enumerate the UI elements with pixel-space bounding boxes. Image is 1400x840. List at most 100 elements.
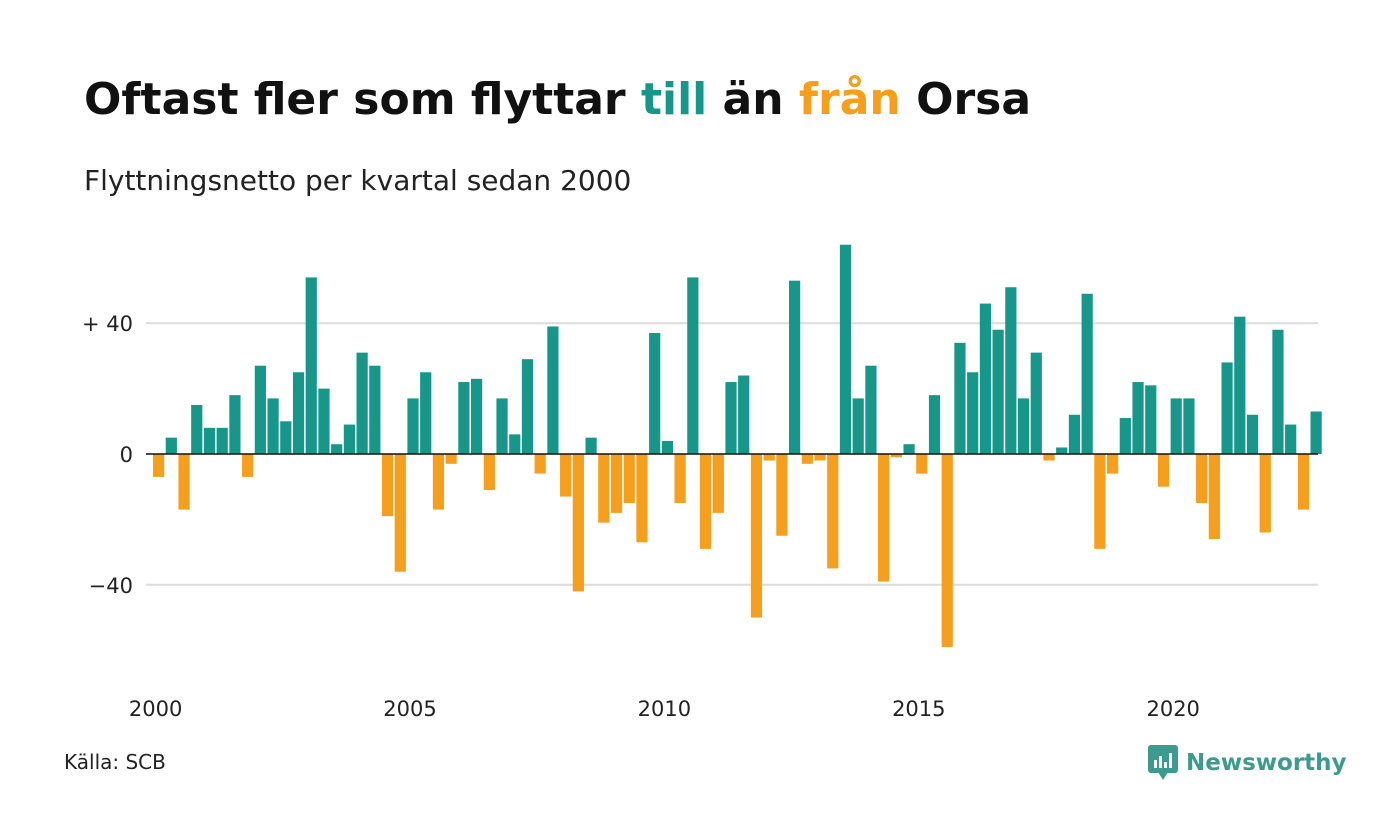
bar-2007-k3: [534, 454, 546, 474]
bar-2016-k1: [967, 372, 979, 454]
bar-2001-k1: [203, 427, 216, 454]
y-tick-label: −40: [89, 574, 133, 598]
title-part-2: än: [707, 74, 799, 125]
bar-2007-k4: [547, 326, 559, 454]
bar-2005-k3: [432, 454, 445, 510]
bar-2017-k2: [1030, 352, 1042, 454]
bar-2020-k1: [1170, 398, 1182, 454]
bar-2012-k3: [789, 280, 801, 454]
bar-2001-k3: [229, 395, 241, 454]
title-highlight-till: till: [640, 74, 708, 125]
bar-2013-k2: [827, 454, 839, 569]
title-part-1: Oftast fler som flyttar: [84, 74, 641, 125]
bar-2017-k3: [1043, 454, 1055, 461]
grid-lines: [146, 322, 1318, 586]
bar-2007-k2: [521, 359, 534, 454]
bar-2014-k2: [878, 454, 890, 582]
source-note: Källa: SCB: [64, 750, 166, 774]
bar-2022-k1: [1272, 329, 1284, 454]
bar-2018-k1: [1068, 414, 1081, 454]
title-highlight-fran: från: [798, 74, 901, 125]
bar-2001-k2: [216, 427, 228, 454]
bar-2008-k1: [560, 454, 572, 497]
y-tick-label: + 40: [82, 312, 133, 336]
bar-2021-k2: [1234, 316, 1246, 454]
x-tick-label: 2000: [129, 697, 182, 721]
bar-2022-k3: [1297, 454, 1309, 510]
bar-2020-k4: [1208, 454, 1220, 540]
axes: + 40 0 −40 2000 2005 2010 2015 2020: [82, 312, 1318, 721]
bar-2001-k4: [242, 454, 254, 477]
bar-2018-k4: [1107, 454, 1119, 474]
x-tick-label: 2020: [1146, 697, 1199, 721]
bar-2006-k2: [471, 378, 483, 454]
bar-2010-k4: [699, 454, 712, 549]
bar-2020-k3: [1196, 454, 1208, 504]
bar-2000-k1: [153, 454, 165, 477]
bar-2011-k2: [725, 382, 737, 454]
bar-2009-k1: [610, 454, 623, 513]
bar-2004-k1: [356, 352, 368, 454]
bar-2018-k3: [1094, 454, 1106, 549]
bar-2021-k3: [1246, 414, 1259, 454]
brand-logo: Newsworthy: [1148, 743, 1347, 783]
bar-2002-k1: [254, 365, 266, 454]
title-part-3: Orsa: [900, 74, 1032, 125]
bar-2010-k3: [687, 277, 699, 454]
bar-2009-k3: [636, 454, 648, 543]
bar-2002-k3: [280, 421, 292, 454]
bar-2020-k2: [1183, 398, 1195, 454]
bar-2017-k4: [1056, 447, 1068, 454]
x-tick-label: 2010: [638, 697, 691, 721]
bar-2022-k4: [1310, 411, 1322, 454]
newsworthy-logo-icon: [1148, 745, 1178, 780]
bar-2019-k1: [1119, 418, 1131, 454]
bar-2015-k2: [928, 395, 941, 454]
x-tick-label: 2005: [383, 697, 436, 721]
bar-2015-k4: [954, 342, 966, 454]
bar-2009-k4: [649, 333, 661, 454]
bar-2000-k3: [178, 454, 190, 510]
bar-2006-k1: [458, 382, 470, 454]
brand-name: Newsworthy: [1186, 750, 1347, 776]
bar-2008-k3: [585, 437, 597, 454]
bar-2006-k3: [483, 454, 495, 490]
bar-2019-k2: [1132, 382, 1144, 454]
bar-2011-k4: [750, 454, 763, 618]
bar-2016-k2: [979, 303, 991, 454]
bar-2008-k2: [572, 454, 584, 592]
bar-2011-k1: [712, 454, 724, 513]
bar-2018-k2: [1081, 293, 1093, 454]
bar-2006-k4: [496, 398, 508, 454]
bar-2017-k1: [1017, 398, 1030, 454]
bar-2005-k1: [407, 398, 419, 454]
bar-2010-k1: [661, 440, 673, 454]
bar-2016-k3: [992, 329, 1004, 454]
bar-2012-k1: [763, 454, 775, 461]
bar-2013-k3: [839, 244, 852, 454]
bar-2009-k2: [623, 454, 635, 504]
bar-2005-k2: [420, 372, 432, 454]
bar-2019-k3: [1145, 385, 1157, 454]
bar-2002-k4: [292, 372, 305, 454]
bar-2019-k4: [1157, 454, 1170, 487]
bar-2000-k2: [165, 437, 177, 454]
bar-2011-k3: [738, 375, 750, 454]
bar-2013-k4: [852, 398, 864, 454]
bar-2005-k4: [445, 454, 457, 464]
y-tick-label: 0: [120, 443, 133, 467]
bar-2007-k1: [509, 434, 521, 454]
bar-2004-k3: [381, 454, 394, 517]
bar-2003-k2: [318, 388, 330, 454]
bar-2012-k2: [776, 454, 788, 536]
bar-2015-k1: [916, 454, 928, 474]
chart-subtitle: Flyttningsnetto per kvartal sedan 2000: [84, 164, 632, 197]
bar-2008-k4: [598, 454, 610, 523]
bar-2004-k4: [394, 454, 406, 572]
bar-2015-k3: [941, 454, 953, 647]
bar-2021-k1: [1221, 362, 1233, 454]
bar-2013-k1: [814, 454, 826, 461]
bar-2014-k1: [865, 365, 877, 454]
bar-2003-k4: [343, 424, 355, 454]
